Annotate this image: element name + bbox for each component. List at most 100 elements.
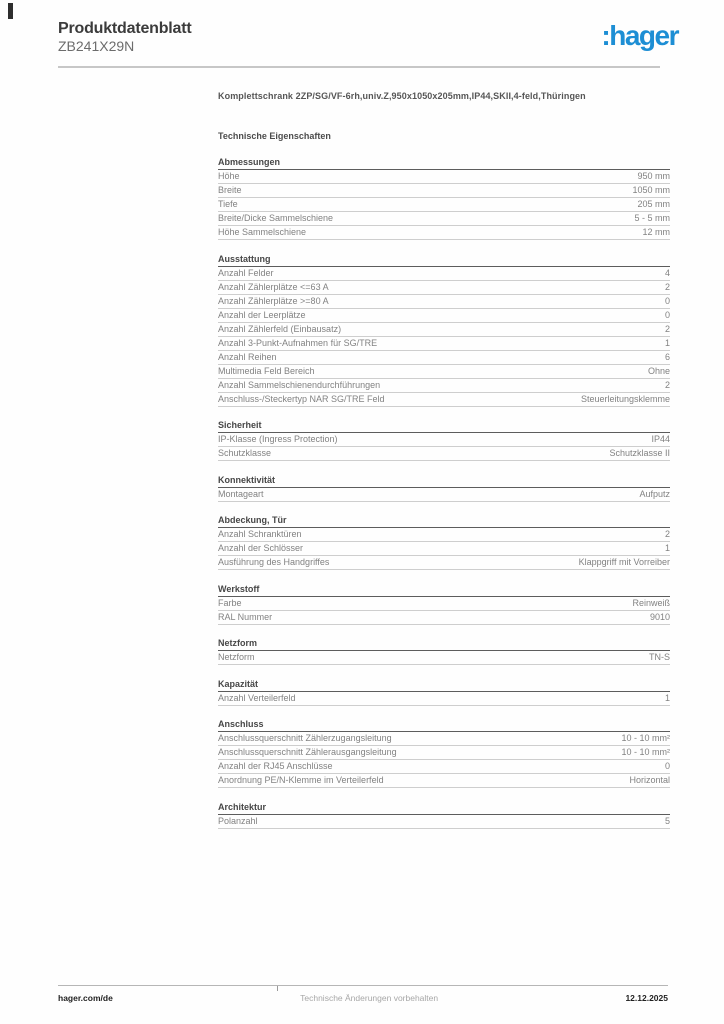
spec-value: Klappgriff mit Vorreiber bbox=[578, 557, 670, 567]
spec-value: 10 - 10 mm² bbox=[621, 747, 670, 757]
spec-row: Anzahl 3-Punkt-Aufnahmen für SG/TRE 1 bbox=[218, 337, 670, 351]
spec-row: Farbe Reinweiß bbox=[218, 597, 670, 611]
spec-value: Reinweiß bbox=[632, 597, 670, 608]
spec-section: Ausstattung Anzahl Felder 4 Anzahl Zählerpl… bbox=[218, 254, 670, 407]
header-divider bbox=[58, 66, 660, 68]
section-title: Ausstattung bbox=[218, 254, 670, 267]
spec-label: Polanzahl bbox=[218, 815, 258, 826]
section-title: Werkstoff bbox=[218, 584, 670, 597]
footer-url-link[interactable]: hager.com/de bbox=[58, 993, 113, 1003]
section-title: Abmessungen bbox=[218, 157, 670, 170]
spec-row: Anschlussquerschnitt Zählerausgangsleitu… bbox=[218, 746, 670, 760]
spec-row: Schutzklasse Schutzklasse II bbox=[218, 447, 670, 461]
spec-label: Ausführung des Handgriffes bbox=[218, 557, 330, 567]
spec-row: Anzahl Sammelschienendurchführungen 2 bbox=[218, 379, 670, 393]
spec-row: Anordnung PE/N-Klemme im Verteilerfeld Ho… bbox=[218, 774, 670, 788]
spec-row: Anzahl Schranktüren 2 bbox=[218, 528, 670, 542]
spec-value: TN-S bbox=[649, 652, 670, 662]
spec-label: Tiefe bbox=[218, 199, 238, 209]
spec-row: Ausführung des Handgriffes Klappgriff mit… bbox=[218, 556, 670, 570]
spec-label: Anzahl Schranktüren bbox=[218, 529, 302, 539]
spec-row: Anzahl der Schlösser 1 bbox=[218, 542, 670, 556]
spec-row: Anzahl Felder 4 bbox=[218, 267, 670, 281]
spec-row: Anschlussquerschnitt Zählerzugangsleitun… bbox=[218, 732, 670, 746]
spec-row: Anzahl Zählerfeld (Einbausatz) 2 bbox=[218, 323, 670, 337]
spec-label: Höhe Sammelschiene bbox=[218, 227, 307, 237]
spec-value: 5 - 5 mm bbox=[634, 213, 670, 223]
spec-row: Polanzahl 5 bbox=[218, 815, 670, 829]
spec-label: Anzahl Reihen bbox=[218, 351, 277, 362]
spec-label: RAL Nummer bbox=[218, 611, 273, 622]
section-title: Abdeckung, Tür bbox=[218, 515, 670, 528]
spec-row: Anzahl der Leerplätze 0 bbox=[218, 309, 670, 323]
spec-value: 4 bbox=[664, 267, 670, 278]
doc-footer: hager.com/de Technische Änderungen vorbe… bbox=[58, 985, 668, 1003]
spec-row: Anzahl Zählerplätze <=63 A 2 bbox=[218, 281, 670, 295]
spec-heading: Technische Eigenschaften bbox=[218, 131, 331, 141]
spec-value: 0 bbox=[664, 761, 670, 771]
section-title: Netzform bbox=[218, 638, 670, 651]
spec-section: Werkstoff Farbe Reinweiß RAL Nummer 9010 bbox=[218, 584, 670, 625]
section-title: Anschluss bbox=[218, 719, 670, 732]
spec-value: 1 bbox=[664, 692, 670, 703]
spec-label: Anzahl der Leerplätze bbox=[218, 309, 306, 320]
spec-row: Anzahl der RJ45 Anschlüsse 0 bbox=[218, 760, 670, 774]
spec-label: Breite bbox=[218, 185, 242, 195]
spec-label: Breite/Dicke Sammelschiene bbox=[218, 213, 334, 223]
spec-label: Anzahl der Schlösser bbox=[218, 543, 304, 553]
spec-value: 5 bbox=[664, 815, 670, 826]
spec-section: Sicherheit IP-Klasse (Ingress Protection)… bbox=[218, 420, 670, 461]
footer-note: Technische Änderungen vorbehalten bbox=[300, 993, 439, 1003]
spec-row: IP-Klasse (Ingress Protection) IP44 bbox=[218, 433, 670, 447]
spec-label: Anschluss-/Steckertyp NAR SG/TRE Feld bbox=[218, 393, 385, 404]
spec-label: Netzform bbox=[218, 652, 255, 662]
spec-row: RAL Nummer 9010 bbox=[218, 611, 670, 625]
spec-label: Montageart bbox=[218, 488, 264, 499]
spec-label: Anzahl Sammelschienendurchführungen bbox=[218, 379, 381, 390]
spec-value: Steuerleitungsklemme bbox=[580, 393, 670, 404]
spec-row: Höhe 950 mm bbox=[218, 170, 670, 184]
spec-section: Kapazität Anzahl Verteilerfeld 1 bbox=[218, 679, 670, 706]
spec-row: Tiefe 205 mm bbox=[218, 198, 670, 212]
spec-row: Anzahl Zählerplätze >=80 A 0 bbox=[218, 295, 670, 309]
spec-value: 2 bbox=[664, 529, 670, 539]
spec-label: Anzahl Zählerplätze <=63 A bbox=[218, 281, 329, 292]
spec-value: 12 mm bbox=[642, 227, 670, 237]
spec-section: Anschluss Anschlussquerschnitt Zählerzuga… bbox=[218, 719, 670, 788]
spec-label: Anzahl Zählerfeld (Einbausatz) bbox=[218, 323, 342, 334]
spec-value: 2 bbox=[664, 281, 670, 292]
hager-logo: :hager bbox=[601, 20, 679, 51]
spec-row: Montageart Aufputz bbox=[218, 488, 670, 502]
footer-date: 12.12.2025 bbox=[625, 993, 668, 1003]
spec-content: Komplettschrank 2ZP/SG/VF-6rh,univ.Z,950… bbox=[218, 91, 670, 829]
product-id: ZB241X29N bbox=[58, 38, 135, 54]
doc-title: Produktdatenblatt bbox=[58, 20, 192, 37]
spec-value: Ohne bbox=[647, 365, 670, 376]
spec-label: Höhe bbox=[218, 171, 240, 181]
spec-row: Breite 1050 mm bbox=[218, 184, 670, 198]
spec-value: 205 mm bbox=[637, 199, 670, 209]
spec-row: Anschluss-/Steckertyp NAR SG/TRE Feld Ste… bbox=[218, 393, 670, 407]
spec-label: Anzahl der RJ45 Anschlüsse bbox=[218, 761, 333, 771]
spec-value: 1 bbox=[664, 337, 670, 348]
spec-value: Horizontal bbox=[629, 775, 670, 785]
spec-label: Anzahl Felder bbox=[218, 267, 274, 278]
spec-section: Abdeckung, Tür Anzahl Schranktüren 2 Anzahl… bbox=[218, 515, 670, 570]
spec-row: Anzahl Verteilerfeld 1 bbox=[218, 692, 670, 706]
spec-value: 10 - 10 mm² bbox=[621, 733, 670, 743]
product-description: Komplettschrank 2ZP/SG/VF-6rh,univ.Z,950… bbox=[218, 91, 586, 101]
corner-mark bbox=[8, 3, 13, 19]
spec-value: 6 bbox=[664, 351, 670, 362]
spec-label: Anordnung PE/N-Klemme im Verteilerfeld bbox=[218, 775, 384, 785]
spec-value: 950 mm bbox=[637, 171, 670, 181]
spec-label: Anzahl 3-Punkt-Aufnahmen für SG/TRE bbox=[218, 337, 378, 348]
section-title: Kapazität bbox=[218, 679, 670, 692]
spec-value: 2 bbox=[664, 379, 670, 390]
spec-section: Netzform Netzform TN-S bbox=[218, 638, 670, 665]
spec-value: IP44 bbox=[651, 434, 670, 444]
spec-row: Breite/Dicke Sammelschiene 5 - 5 mm bbox=[218, 212, 670, 226]
spec-value: Schutzklasse II bbox=[609, 448, 670, 458]
spec-value: 2 bbox=[664, 323, 670, 334]
spec-value: 1 bbox=[664, 543, 670, 553]
